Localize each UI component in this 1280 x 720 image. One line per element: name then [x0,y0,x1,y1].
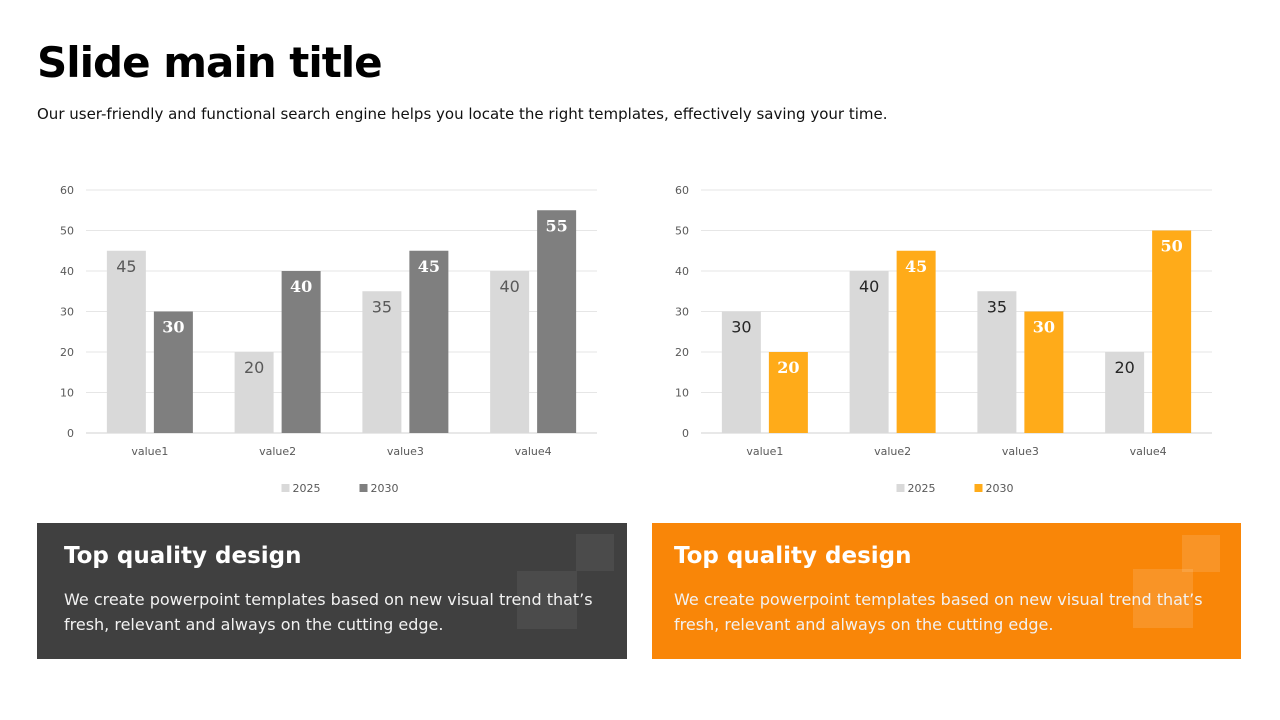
bar-2030 [1024,311,1064,433]
data-label: 50 [1160,237,1182,256]
y-tick-label: 20 [60,346,74,359]
legend-label: 2030 [986,482,1014,495]
page-subtitle: Our user-friendly and functional search … [37,105,888,123]
data-label: 40 [290,277,312,296]
decorative-square [517,571,577,629]
data-label: 45 [116,257,136,276]
bar-2025 [362,291,402,433]
card-title: Top quality design [674,543,912,569]
y-tick-label: 0 [67,427,74,440]
decorative-square [576,534,614,571]
bar-2025 [849,271,889,433]
bar-2025 [490,271,530,433]
legend-swatch-2030 [359,484,368,492]
x-tick-label: value2 [259,445,296,458]
y-tick-label: 60 [60,184,74,197]
y-tick-label: 20 [675,346,689,359]
data-label: 20 [1114,358,1134,377]
legend-label: 2025 [293,482,321,495]
x-tick-label: value1 [131,445,168,458]
bar-2030 [768,352,808,433]
y-tick-label: 10 [675,387,689,400]
legend-label: 2025 [908,482,936,495]
x-tick-label: value3 [387,445,424,458]
card-body: We create powerpoint templates based on … [674,590,1203,634]
bar-2030 [281,271,321,433]
y-tick-label: 50 [675,225,689,238]
data-label: 30 [162,318,184,337]
data-label: 40 [499,277,519,296]
x-tick-label: value4 [515,445,552,458]
bar-2025 [1105,352,1145,433]
legend-swatch-2025 [281,484,290,492]
y-tick-label: 30 [60,306,74,319]
data-label: 55 [545,216,567,235]
y-tick-label: 60 [675,184,689,197]
feature-card-dark: Top quality design We create powerpoint … [37,523,627,659]
page-title: Slide main title [37,38,383,87]
bar-2025 [977,291,1017,433]
data-label: 20 [777,358,799,377]
legend-swatch-2030 [974,484,983,492]
y-tick-label: 0 [682,427,689,440]
bar-2030 [896,250,936,433]
data-label: 45 [418,257,440,276]
bar-2030 [153,311,193,433]
data-label: 35 [372,297,392,316]
legend-swatch-2025 [896,484,905,492]
x-tick-label: value3 [1002,445,1039,458]
data-label: 30 [731,318,751,337]
x-tick-label: value4 [1130,445,1167,458]
feature-card-orange: Top quality design We create powerpoint … [652,523,1241,659]
x-tick-label: value2 [874,445,911,458]
bar-2025 [106,250,146,433]
x-tick-label: value1 [746,445,783,458]
data-label: 45 [905,257,927,276]
y-tick-label: 50 [60,225,74,238]
data-label: 35 [987,297,1007,316]
bar-2030 [537,210,577,433]
bar-2030 [409,250,449,433]
y-tick-label: 40 [60,265,74,278]
decorative-square [1133,569,1193,628]
legend-label: 2030 [371,482,399,495]
y-tick-label: 30 [675,306,689,319]
bar-2030 [1152,230,1192,433]
bar-2025 [721,311,761,433]
data-label: 20 [244,358,264,377]
y-tick-label: 10 [60,387,74,400]
card-title: Top quality design [64,543,302,569]
data-label: 30 [1033,318,1055,337]
data-label: 40 [859,277,879,296]
card-body: We create powerpoint templates based on … [64,590,593,634]
y-tick-label: 40 [675,265,689,278]
bar-2025 [234,352,274,433]
decorative-square [1182,535,1220,572]
